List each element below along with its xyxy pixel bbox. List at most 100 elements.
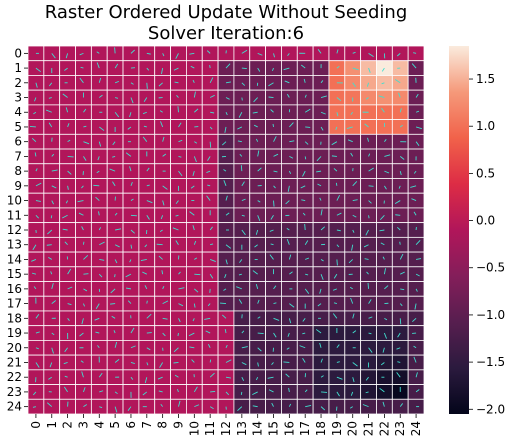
- heatmap-cell: [266, 223, 282, 238]
- heatmap-cell: [250, 134, 266, 149]
- vector-arrow: [369, 186, 374, 187]
- heatmap-cell: [60, 296, 76, 311]
- y-tick-label: 6: [14, 135, 22, 149]
- heatmap-cell: [313, 385, 329, 400]
- heatmap-cell: [297, 120, 313, 135]
- heatmap-cell: [91, 90, 107, 105]
- heatmap-cell: [266, 75, 282, 90]
- heatmap-cell: [44, 385, 60, 400]
- vector-arrow: [210, 142, 211, 148]
- y-tick-label: 19: [7, 326, 22, 340]
- y-tick-label: 20: [7, 341, 22, 355]
- heatmap-cell: [60, 193, 76, 208]
- heatmap-cell: [60, 237, 76, 252]
- vector-arrow: [337, 259, 338, 265]
- heatmap-cell: [28, 355, 44, 370]
- heatmap-cell: [408, 61, 424, 76]
- heatmap-cell: [171, 326, 187, 341]
- heatmap-cell: [376, 193, 392, 208]
- vector-arrow: [241, 392, 242, 395]
- vector-arrow: [400, 242, 401, 245]
- x-tick-label: 22: [377, 421, 391, 436]
- heatmap-cell: [266, 340, 282, 355]
- heatmap-cell: [361, 355, 377, 370]
- vector-arrow: [273, 124, 274, 127]
- heatmap-cell: [281, 90, 297, 105]
- heatmap-cell: [376, 399, 392, 414]
- heatmap-cell: [139, 385, 155, 400]
- heatmap-cell: [107, 193, 123, 208]
- vector-arrow: [220, 303, 226, 304]
- heatmap-cell: [376, 75, 392, 90]
- y-tick-label: 18: [7, 311, 22, 325]
- heatmap-cell: [234, 385, 250, 400]
- heatmap-cell: [266, 399, 282, 414]
- x-tick-label: 1: [45, 421, 59, 429]
- heatmap-cell: [376, 385, 392, 400]
- vector-arrow: [147, 83, 148, 89]
- heatmap-cell: [186, 237, 202, 252]
- heatmap-cell: [186, 252, 202, 267]
- heatmap-cell: [107, 120, 123, 135]
- y-tick-label: 10: [7, 194, 22, 208]
- vector-arrow: [178, 333, 179, 336]
- heatmap-cell: [91, 267, 107, 282]
- y-tick-label: 11: [7, 208, 22, 222]
- y-tick-label: 15: [7, 267, 22, 281]
- heatmap-cell: [376, 105, 392, 120]
- vector-arrow: [413, 53, 416, 54]
- vector-arrow: [332, 156, 337, 157]
- y-tick-label: 3: [14, 91, 22, 105]
- heatmap-cell: [60, 340, 76, 355]
- x-tick-label: 9: [171, 421, 185, 429]
- heatmap-cell: [107, 385, 123, 400]
- heatmap-cell: [107, 61, 123, 76]
- heatmap-cell: [345, 164, 361, 179]
- heatmap-cell: [297, 90, 313, 105]
- colorbar-ticks: −2.0−1.5−1.0−0.50.00.51.01.5: [469, 72, 505, 416]
- heatmap-cell: [376, 370, 392, 385]
- heatmap-cell: [266, 252, 282, 267]
- heatmap-cell: [139, 355, 155, 370]
- heatmap-cell: [361, 326, 377, 341]
- heatmap-cell: [202, 296, 218, 311]
- heatmap-cell: [186, 134, 202, 149]
- colorbar-tick-label: 1.5: [476, 72, 495, 86]
- x-tick-label: 7: [140, 421, 154, 429]
- vector-arrow: [147, 333, 152, 334]
- heatmap-cell: [218, 120, 234, 135]
- heatmap-cell: [171, 355, 187, 370]
- heatmap-cell: [155, 355, 171, 370]
- vector-arrow: [115, 47, 116, 53]
- y-tick-label: 9: [14, 179, 22, 193]
- heatmap-cell: [408, 75, 424, 90]
- vector-arrow: [210, 65, 211, 68]
- heatmap-cell: [266, 385, 282, 400]
- vector-arrow: [47, 245, 52, 246]
- heatmap-cell: [345, 208, 361, 223]
- heatmap-cell: [250, 385, 266, 400]
- heatmap-cell: [60, 61, 76, 76]
- heatmap-cell: [345, 61, 361, 76]
- y-tick-label: 2: [14, 76, 22, 90]
- colorbar-tick-label: 0.0: [476, 214, 495, 228]
- x-tick-label: 13: [235, 421, 249, 436]
- heatmap-cell: [60, 252, 76, 267]
- heatmap-cell: [266, 61, 282, 76]
- vector-arrow: [33, 407, 36, 408]
- y-tick-label: 12: [7, 223, 22, 237]
- heatmap-cell: [392, 326, 408, 341]
- vector-arrow: [194, 274, 200, 275]
- colorbar-tick-label: −1.5: [476, 355, 505, 369]
- heatmap-cell: [60, 208, 76, 223]
- x-tick-label: 21: [362, 421, 376, 436]
- heatmap-cell: [171, 296, 187, 311]
- heatmap-cell: [376, 90, 392, 105]
- x-tick-label: 19: [330, 421, 344, 436]
- heatmap-cell: [107, 75, 123, 90]
- heatmap-cell: [250, 326, 266, 341]
- heatmap-cell: [266, 326, 282, 341]
- vector-arrow: [157, 244, 163, 245]
- heatmap-cell: [376, 326, 392, 341]
